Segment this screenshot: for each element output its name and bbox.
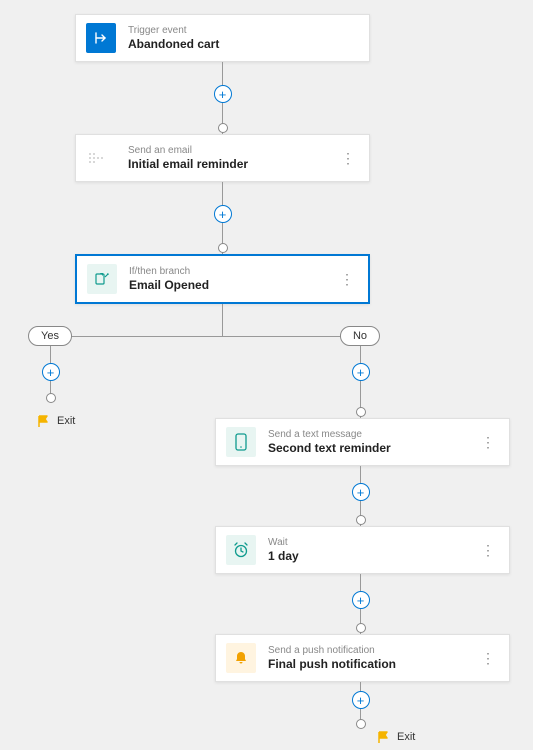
exit-marker-yes: Exit <box>36 414 75 428</box>
add-step-button[interactable]: + <box>352 363 370 381</box>
wait-icon <box>226 535 256 565</box>
exit-marker-no: Exit <box>376 730 415 744</box>
node-kicker: Send an email <box>128 144 337 157</box>
node-text-block: If/then branch Email Opened <box>129 265 336 294</box>
node-kicker: Send a text message <box>268 428 477 441</box>
trigger-event-icon <box>86 23 116 53</box>
node-kicker: Wait <box>268 536 477 549</box>
email-icon <box>86 143 116 173</box>
node-title: Final push notification <box>268 657 477 673</box>
connector <box>50 336 360 337</box>
node-text-block: Trigger event Abandoned cart <box>128 24 359 53</box>
add-step-button[interactable]: + <box>352 483 370 501</box>
connector-dot <box>356 623 366 633</box>
exit-label: Exit <box>57 415 75 427</box>
connector-dot <box>218 243 228 253</box>
add-step-button[interactable]: + <box>42 363 60 381</box>
node-kicker: Send a push notification <box>268 644 477 657</box>
branch-no-pill[interactable]: No <box>340 326 380 346</box>
node-kicker: If/then branch <box>129 265 336 278</box>
node-menu-button[interactable]: ⋮ <box>336 272 358 286</box>
connector-dot <box>46 393 56 403</box>
node-text-block: Wait 1 day <box>268 536 477 565</box>
node-title: Email Opened <box>129 278 336 294</box>
flag-icon <box>376 730 390 744</box>
branch-icon <box>87 264 117 294</box>
add-step-button[interactable]: + <box>352 591 370 609</box>
node-title: Second text reminder <box>268 441 477 457</box>
text-message-icon <box>226 427 256 457</box>
node-trigger[interactable]: Trigger event Abandoned cart <box>75 14 370 62</box>
node-title: Abandoned cart <box>128 37 359 53</box>
node-title: Initial email reminder <box>128 157 337 173</box>
add-step-button[interactable]: + <box>214 85 232 103</box>
node-text-message[interactable]: Send a text message Second text reminder… <box>215 418 510 466</box>
flag-icon <box>36 414 50 428</box>
node-email[interactable]: Send an email Initial email reminder ⋮ <box>75 134 370 182</box>
node-branch[interactable]: If/then branch Email Opened ⋮ <box>75 254 370 304</box>
connector-dot <box>356 719 366 729</box>
node-menu-button[interactable]: ⋮ <box>477 543 499 557</box>
node-text-block: Send an email Initial email reminder <box>128 144 337 173</box>
node-menu-button[interactable]: ⋮ <box>477 651 499 665</box>
connector-dot <box>356 407 366 417</box>
node-menu-button[interactable]: ⋮ <box>477 435 499 449</box>
connector <box>222 304 223 336</box>
add-step-button[interactable]: + <box>352 691 370 709</box>
exit-label: Exit <box>397 731 415 743</box>
connector-dot <box>356 515 366 525</box>
node-text-block: Send a text message Second text reminder <box>268 428 477 457</box>
push-notification-icon <box>226 643 256 673</box>
node-wait[interactable]: Wait 1 day ⋮ <box>215 526 510 574</box>
node-title: 1 day <box>268 549 477 565</box>
node-text-block: Send a push notification Final push noti… <box>268 644 477 673</box>
node-menu-button[interactable]: ⋮ <box>337 151 359 165</box>
connector-dot <box>218 123 228 133</box>
add-step-button[interactable]: + <box>214 205 232 223</box>
branch-yes-pill[interactable]: Yes <box>28 326 72 346</box>
node-kicker: Trigger event <box>128 24 359 37</box>
node-push[interactable]: Send a push notification Final push noti… <box>215 634 510 682</box>
